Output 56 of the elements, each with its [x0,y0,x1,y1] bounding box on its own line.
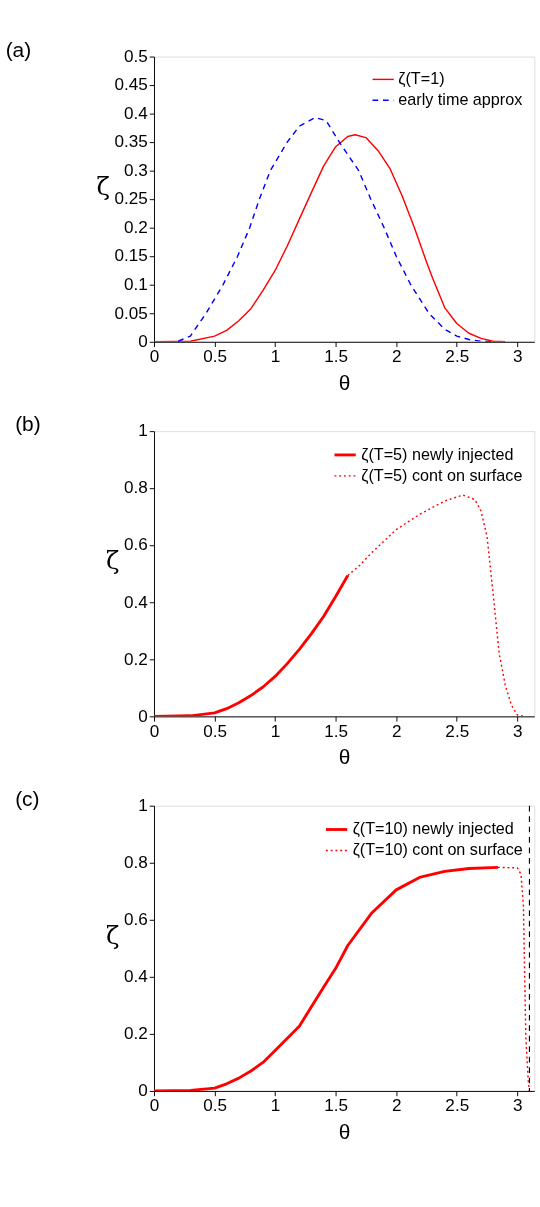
y-tick-label: 0.8 [124,853,148,873]
y-tick-label: 0.3 [124,160,148,180]
y-tick-label: 0.4 [124,592,149,612]
x-tick-label: 1 [270,347,281,367]
y-tick-label: 0.15 [114,246,148,266]
y-tick-label: 1 [138,421,148,441]
x-tick-label: 2.5 [445,1096,470,1116]
y-tick-label: 0 [138,1081,148,1101]
y-tick-label: 0.2 [124,217,148,237]
x-tick-label: 0.5 [203,1096,227,1116]
y-tick-label: 0.2 [124,1024,148,1044]
x-tick-label: 3 [513,1096,523,1116]
y-tick-label: 0.6 [124,535,148,555]
y-tick-label: 0.6 [124,910,148,930]
legend-label: ζ(T=5) cont on surface [361,465,523,485]
y-tick-label: 0.2 [124,649,148,669]
x-tick-label: 0.5 [203,721,227,741]
x-tick-label: 2 [391,347,402,367]
legend-label: ζ(T=10) newly injected [352,819,514,839]
x-tick-label: 3 [513,721,523,741]
x-tick-label: 2.5 [445,347,470,367]
y-tick-label: 0 [138,706,148,726]
y-axis-title: ζ [105,921,120,951]
y-tick-label: 0.35 [114,132,148,152]
y-axis-title: ζ [105,546,120,576]
x-tick-label: 1.5 [324,347,349,367]
chart-title: (a) [5,37,32,61]
y-tick-label: 0 [138,332,148,352]
x-tick-label: 1.5 [324,1096,349,1116]
y-tick-label: 0.1 [124,274,148,294]
legend-label: ζ(T=10) cont on surface [352,840,523,860]
x-tick-label: 0.5 [203,347,227,367]
y-tick-label: 0.05 [114,303,148,323]
x-axis-title: θ [338,370,351,394]
chart-title: (b) [15,412,41,436]
y-tick-label: 0.25 [114,189,148,209]
chart-title: (c) [15,786,40,810]
y-tick-label: 0.8 [124,478,148,498]
x-tick-label: 1 [270,1096,281,1116]
x-axis-title: θ [338,745,351,769]
x-tick-label: 1.5 [324,721,349,741]
y-tick-label: 0.45 [114,75,148,95]
legend-label: ζ(T=5) newly injected [361,444,514,464]
legend-label: early time approx [398,90,523,109]
legend-label: ζ(T=1) [398,69,445,89]
y-tick-label: 0.5 [124,46,148,66]
x-tick-label: 1 [270,721,281,741]
x-tick-label: 2 [391,1096,402,1116]
y-axis-title: ζ [96,171,110,201]
y-tick-label: 0.4 [124,103,149,123]
x-tick-label: 2 [391,721,402,741]
x-axis-title: θ [338,1119,351,1143]
y-tick-label: 1 [138,795,148,815]
x-tick-label: 3 [513,347,523,367]
x-tick-label: 2.5 [445,721,470,741]
y-tick-label: 0.4 [124,967,149,987]
